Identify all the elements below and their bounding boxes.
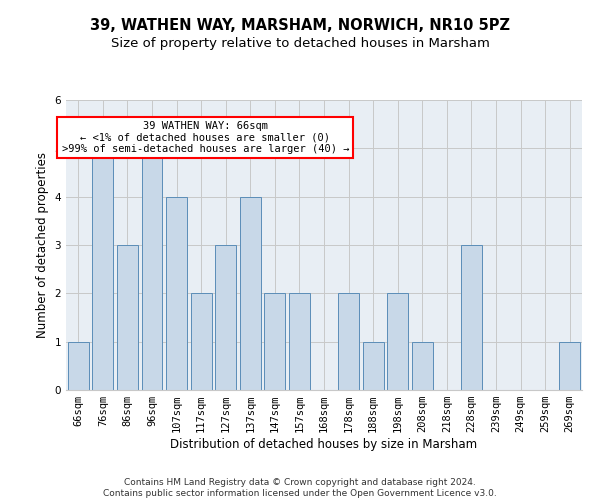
Text: 39 WATHEN WAY: 66sqm
← <1% of detached houses are smaller (0)
>99% of semi-detac: 39 WATHEN WAY: 66sqm ← <1% of detached h… (62, 121, 349, 154)
Y-axis label: Number of detached properties: Number of detached properties (36, 152, 49, 338)
X-axis label: Distribution of detached houses by size in Marsham: Distribution of detached houses by size … (170, 438, 478, 451)
Bar (289, 294, 310, 390)
Bar (240, 196, 261, 390)
Bar (117, 245, 138, 390)
Bar (68, 342, 89, 390)
Text: Contains HM Land Registry data © Crown copyright and database right 2024.
Contai: Contains HM Land Registry data © Crown c… (103, 478, 497, 498)
Bar (166, 196, 187, 390)
Bar (338, 294, 359, 390)
Bar (92, 148, 113, 390)
Bar (265, 294, 286, 390)
Bar (387, 294, 408, 390)
Bar (461, 245, 482, 390)
Text: Size of property relative to detached houses in Marsham: Size of property relative to detached ho… (110, 38, 490, 51)
Bar (142, 148, 163, 390)
Bar (559, 342, 580, 390)
Bar (215, 245, 236, 390)
Bar (191, 294, 212, 390)
Text: 39, WATHEN WAY, MARSHAM, NORWICH, NR10 5PZ: 39, WATHEN WAY, MARSHAM, NORWICH, NR10 5… (90, 18, 510, 32)
Bar (362, 342, 383, 390)
Bar (412, 342, 433, 390)
